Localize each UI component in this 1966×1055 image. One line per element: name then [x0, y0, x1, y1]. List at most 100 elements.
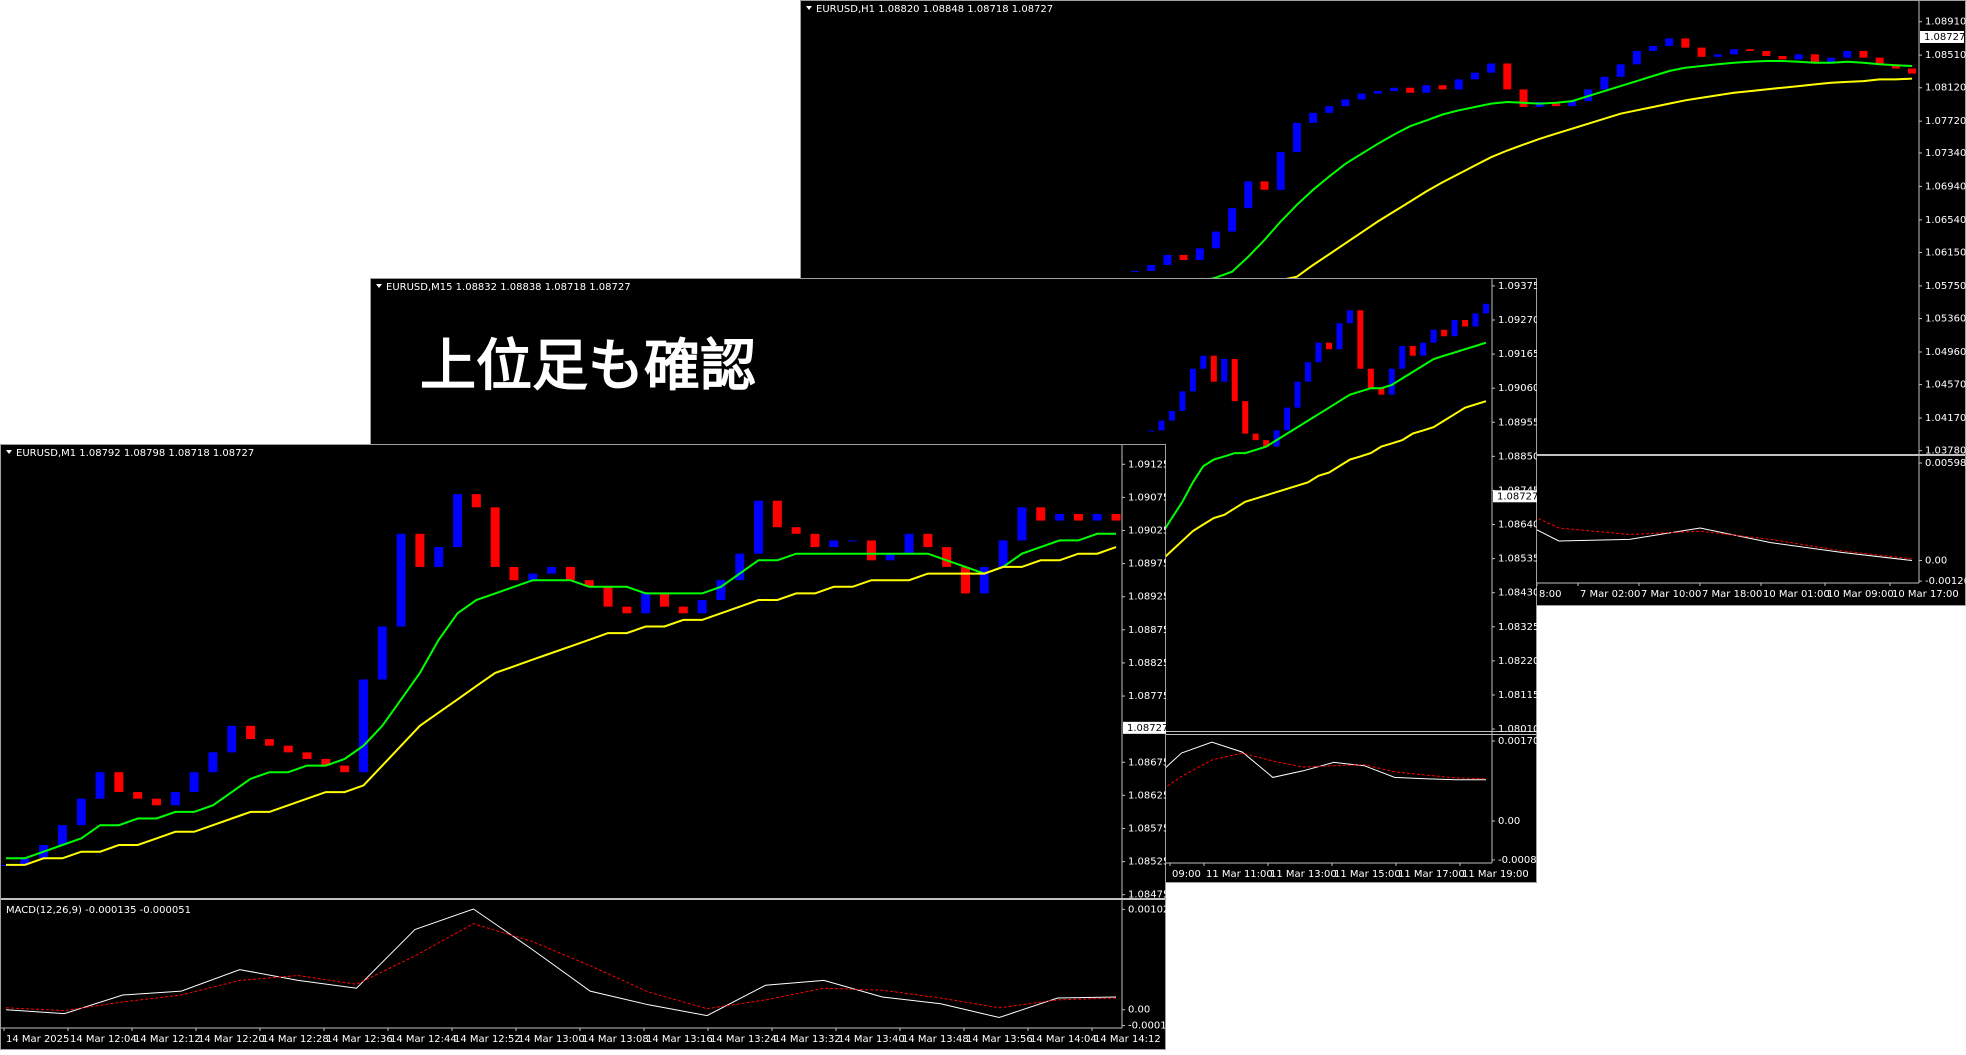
- time-label: 11 Mar 17:00: [1398, 869, 1465, 880]
- candle: [1168, 410, 1175, 421]
- candle: [1794, 54, 1803, 60]
- macd-line: [5, 923, 1117, 1012]
- candle: [471, 494, 481, 508]
- price-label: 1.08825: [1128, 658, 1166, 669]
- candle: [641, 593, 651, 614]
- candle: [1503, 63, 1512, 90]
- price-label: 1.08625: [1128, 790, 1166, 801]
- macd-label: -0.000162: [1128, 1021, 1166, 1032]
- candle: [1472, 313, 1479, 327]
- candle: [1438, 85, 1447, 90]
- candle: [998, 540, 1008, 567]
- macd-label: -0.001265: [1925, 576, 1966, 587]
- time-label: 10 Mar 17:00: [1892, 589, 1959, 600]
- candle: [396, 533, 406, 627]
- candle: [1309, 112, 1318, 123]
- candle: [340, 765, 350, 773]
- candle: [754, 500, 764, 554]
- candle: [1430, 329, 1437, 343]
- time-label: 14 Mar 13:24: [710, 1034, 777, 1045]
- time-label: 14 Mar 12:52: [454, 1034, 521, 1045]
- time-label: 10 Mar 01:00: [1763, 589, 1830, 600]
- macd-plot: [1150, 741, 1487, 798]
- candle: [1568, 101, 1577, 107]
- price-label: 1.08325: [1498, 622, 1537, 633]
- candle: [735, 553, 745, 581]
- price-label: 1.08775: [1128, 691, 1166, 702]
- time-label: 14 Mar 13:32: [774, 1034, 841, 1045]
- candle: [772, 500, 782, 528]
- price-label: 1.07720: [1925, 116, 1966, 127]
- candle: [1859, 50, 1868, 58]
- candle: [1632, 50, 1641, 65]
- candle: [659, 593, 669, 607]
- window-header: EURUSD,H1 1.08820 1.08848 1.08718 1.0872…: [816, 4, 1053, 15]
- candle: [565, 566, 575, 581]
- candle: [1713, 54, 1722, 57]
- price-label: 1.08475: [1128, 890, 1166, 901]
- candle: [1073, 513, 1083, 521]
- time-label: 14 Mar 13:48: [902, 1034, 969, 1045]
- window-header: EURUSD,M15 1.08832 1.08838 1.08718 1.087…: [386, 282, 631, 293]
- candle: [791, 527, 801, 534]
- price-label: 1.08220: [1498, 656, 1537, 667]
- candle: [208, 752, 218, 773]
- candle: [1908, 68, 1916, 74]
- candle: [264, 739, 274, 746]
- candle: [1681, 38, 1690, 48]
- candle: [1367, 368, 1374, 389]
- moving-average: [1150, 400, 1487, 571]
- macd-plot: [5, 908, 1117, 1019]
- candle: [1843, 50, 1852, 58]
- candle: [622, 606, 632, 614]
- candle: [1406, 87, 1415, 93]
- price-plot: [1148, 303, 1489, 571]
- price-label: 1.04170: [1925, 413, 1966, 424]
- candle: [1294, 381, 1301, 408]
- price-tag: 1.08727: [1127, 723, 1166, 734]
- chart-window: 1.09125 1.09075 1.09025 1.08975 1.08925 1.088…: [0, 444, 1179, 1050]
- time-label: 7 Mar 02:00: [1580, 589, 1640, 600]
- candle: [1179, 254, 1188, 261]
- price-plot: [1, 494, 1121, 866]
- price-label: 1.09060: [1498, 383, 1537, 394]
- macd-label: 0.001706: [1498, 736, 1537, 747]
- price-tag: 1.08727: [1497, 491, 1537, 502]
- time-label: 11 Mar 19:00: [1462, 869, 1529, 880]
- candle: [885, 553, 895, 561]
- candle: [1260, 181, 1269, 190]
- price-label: 1.08875: [1128, 625, 1166, 636]
- price-label: 1.03780: [1925, 446, 1966, 457]
- price-label: 1.08675: [1128, 757, 1166, 768]
- time-label: 14 Mar 13:16: [646, 1034, 713, 1045]
- candle: [1092, 513, 1102, 521]
- candle: [509, 566, 519, 581]
- moving-average: [6, 546, 1117, 866]
- candle: [1189, 368, 1196, 392]
- candle: [1390, 87, 1398, 92]
- time-label: 14 Mar 12:28: [262, 1034, 329, 1045]
- candle: [1409, 345, 1416, 356]
- time-label: 14 Mar 12:20: [198, 1034, 265, 1045]
- candle: [1357, 310, 1364, 369]
- candle: [1244, 181, 1253, 209]
- time-label: 11 Mar 13:00: [1270, 869, 1337, 880]
- candle: [1211, 231, 1220, 249]
- time-label: 14 Mar 12:44: [390, 1034, 457, 1045]
- price-label: 1.09125: [1128, 459, 1166, 470]
- macd-line: [5, 908, 1117, 1019]
- candle: [1483, 303, 1489, 314]
- candle: [1462, 320, 1469, 327]
- candle: [960, 566, 970, 594]
- candle: [95, 772, 105, 799]
- price-label: 1.08010: [1498, 724, 1537, 735]
- time-label: 14 Mar 13:00: [518, 1034, 585, 1045]
- candle: [1055, 513, 1065, 521]
- candle: [1388, 368, 1395, 395]
- price-tag-bg: [1493, 490, 1537, 503]
- candle: [848, 540, 858, 542]
- candle: [697, 600, 707, 614]
- candle: [1827, 57, 1836, 64]
- window-header: EURUSD,M1 1.08792 1.08798 1.08718 1.0872…: [16, 448, 254, 459]
- candle: [1148, 430, 1154, 432]
